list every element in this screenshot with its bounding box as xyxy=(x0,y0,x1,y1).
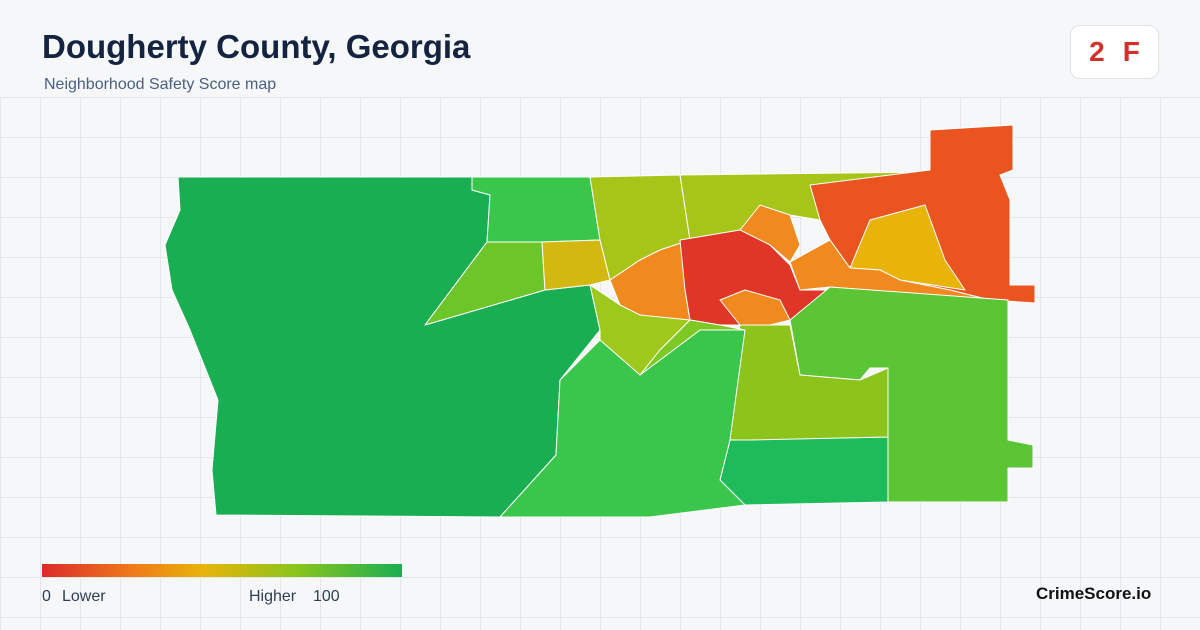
region xyxy=(789,239,991,301)
region xyxy=(789,286,1034,503)
score: 2 xyxy=(1089,36,1105,67)
legend-min-label: Lower xyxy=(62,588,106,605)
region xyxy=(639,319,746,376)
region xyxy=(719,436,889,506)
region xyxy=(541,239,611,291)
legend-max-label: Higher xyxy=(249,588,297,605)
legend-max: 100 xyxy=(313,588,340,605)
brand: CrimeScore.io xyxy=(1036,584,1152,603)
legend-min: 0 xyxy=(42,588,51,605)
subtitle: Neighborhood Safety Score map xyxy=(44,76,277,93)
legend-gradient xyxy=(42,564,402,577)
title: Dougherty County, Georgia xyxy=(42,28,471,65)
region xyxy=(471,176,601,243)
grade: F xyxy=(1122,36,1140,67)
score-badge: 2 F xyxy=(1070,25,1159,79)
header: Dougherty County, Georgia Neighborhood S… xyxy=(0,0,1200,98)
